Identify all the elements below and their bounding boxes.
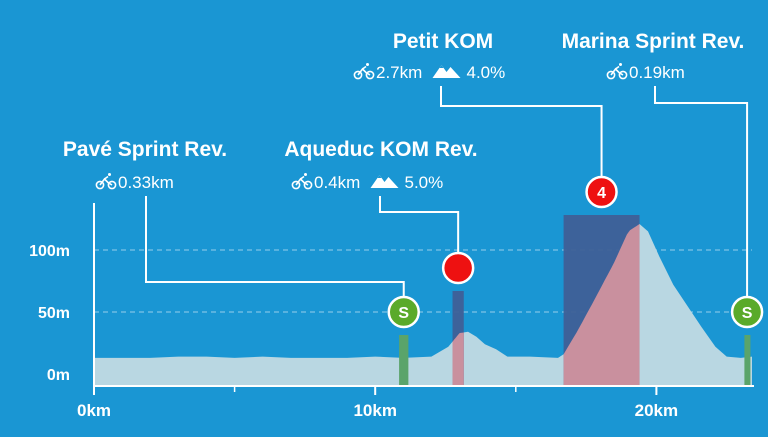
mountain-shape: [370, 175, 399, 188]
bike-wheel-rear: [291, 180, 301, 190]
bike-wheel-front: [365, 70, 375, 80]
segment-grade: 4.0%: [467, 63, 506, 82]
bike-wheel-front: [618, 70, 628, 80]
bike-icon: [291, 173, 313, 190]
bike-frame: [610, 65, 624, 76]
bike-frame: [357, 65, 371, 76]
segment-distance: 0.4km: [314, 173, 360, 192]
bike-wheel-front: [303, 180, 313, 190]
sprint-badge: [730, 295, 764, 329]
bike-wheel-rear: [95, 180, 105, 190]
segment-grade: 5.0%: [405, 173, 444, 192]
bike-frame: [99, 175, 113, 186]
kom-segment-fill: [563, 224, 640, 386]
bike-icon: [353, 63, 375, 80]
segment-leader-line: [440, 86, 603, 176]
segment-badge-label: S: [398, 305, 409, 322]
x-tick-label: 10km: [353, 401, 396, 420]
segment-badge-label: S: [742, 305, 753, 322]
segment-name: Pavé Sprint Rev.: [63, 138, 227, 161]
y-tick-label: 0m: [47, 367, 70, 384]
segment-badge-label: 4: [597, 185, 606, 202]
sprint-badge: [387, 295, 420, 329]
kom-segment-fill: [452, 332, 464, 386]
bike-wheel-rear: [606, 70, 616, 80]
y-tick-label: 50m: [38, 305, 70, 322]
segment-name: Aqueduc KOM Rev.: [284, 138, 477, 161]
sprint-segment-bar: [744, 335, 751, 386]
x-tick-label: 20km: [635, 401, 678, 420]
segment-name: Petit KOM: [393, 30, 493, 53]
mountain-snow: [439, 65, 444, 68]
y-tick-label: 100m: [29, 243, 70, 260]
mountain-shape: [432, 65, 461, 78]
kom-badge: [585, 175, 618, 209]
bike-frame: [295, 175, 309, 186]
sprint-segment-bar: [399, 335, 409, 386]
bike-rider-head: [366, 63, 369, 66]
mountain-icon: [370, 175, 399, 188]
segment-distance: 0.33km: [118, 173, 174, 192]
bike-icon: [95, 173, 117, 190]
segment-distance: 2.7km: [376, 63, 422, 82]
elevation-profile-area: [94, 224, 752, 386]
bike-rider-head: [108, 173, 111, 176]
kom-badge: [441, 251, 475, 285]
segment-leader-line: [145, 196, 405, 296]
mountain-icon: [432, 65, 461, 78]
x-tick-label: 0km: [77, 401, 111, 420]
segment-leader-line: [379, 196, 460, 252]
segment-distance: 0.19km: [629, 63, 685, 82]
bike-rider-head: [304, 173, 307, 176]
bike-icon: [606, 63, 628, 80]
segment-leader-line: [654, 86, 749, 296]
bike-rider-head: [619, 63, 622, 66]
segment-name: Marina Sprint Rev.: [562, 30, 745, 53]
mountain-snow: [377, 175, 382, 178]
bike-wheel-front: [107, 180, 117, 190]
bike-wheel-rear: [353, 70, 363, 80]
